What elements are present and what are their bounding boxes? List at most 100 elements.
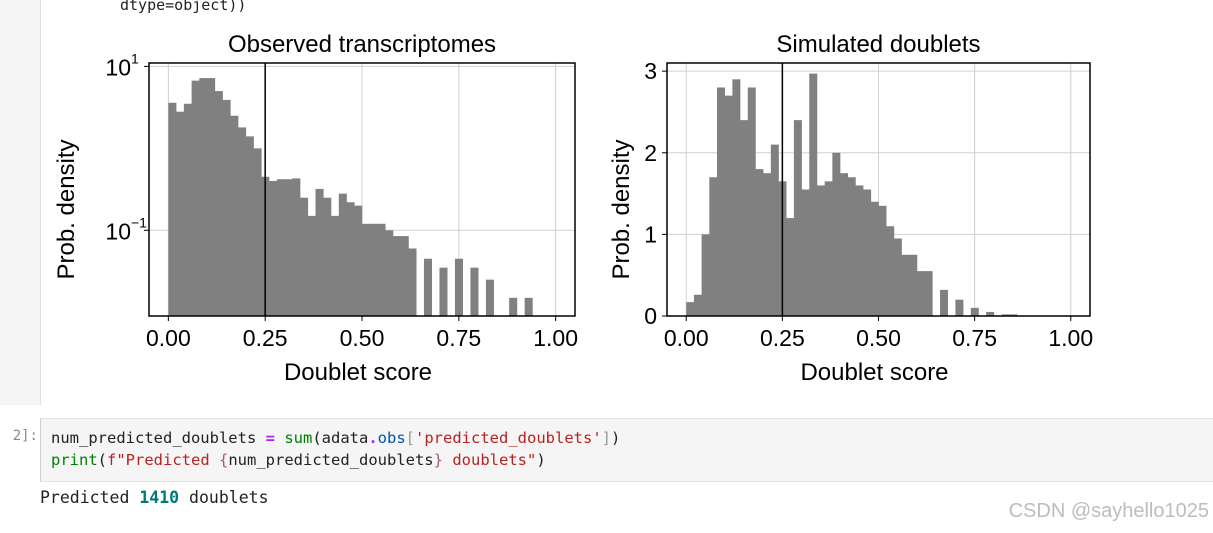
y-tick-label: 10	[105, 54, 131, 80]
bar	[878, 205, 887, 316]
code-op-assign: =	[256, 429, 285, 447]
bar	[323, 197, 332, 316]
code-var: num_predicted_doublets	[51, 429, 257, 447]
bar	[183, 103, 192, 316]
bar	[238, 127, 247, 317]
chart-title: Observed transcriptomes	[228, 31, 496, 58]
bar	[369, 223, 378, 316]
code-dot: .	[368, 429, 378, 447]
bar	[524, 297, 533, 316]
chart-2: 0.00 0.25 0.50 0.75 1.00 0 1 2 3 Simulated double…	[608, 31, 1093, 386]
x-tick-label: 0.50	[340, 325, 385, 351]
watermark: CSDN @sayhello1025	[1008, 500, 1209, 522]
code-bracket-open: [	[405, 429, 416, 447]
chart-title: Simulated doublets	[776, 31, 980, 58]
bar	[176, 111, 185, 316]
output-suffix: doublets	[179, 488, 269, 507]
code-bracket-close: ]	[601, 429, 611, 447]
bar	[893, 238, 902, 316]
bar	[307, 215, 316, 316]
bar	[716, 87, 725, 316]
y-axis-label: Prob. density	[608, 139, 635, 279]
x-tick-label: 0.75	[436, 325, 481, 351]
bar	[439, 267, 448, 316]
code-brace-open: {	[219, 451, 229, 469]
bar	[809, 73, 818, 316]
bar	[292, 178, 301, 316]
bar	[315, 188, 324, 316]
code-cell[interactable]: num_predicted_doublets = sum(adata.obs['…	[40, 418, 1213, 482]
bar	[470, 267, 479, 316]
bar	[724, 95, 733, 316]
bar	[847, 177, 856, 316]
bar	[207, 78, 216, 316]
bar	[485, 279, 494, 316]
bar	[253, 148, 262, 316]
bar	[338, 193, 347, 316]
bar	[245, 136, 254, 316]
bar	[168, 102, 177, 317]
bar	[199, 78, 208, 316]
output-count: 1410	[139, 488, 180, 507]
bar	[362, 223, 371, 316]
bar	[770, 144, 779, 316]
bar	[269, 180, 278, 316]
code-paren-open: (	[312, 429, 322, 447]
truncated-output: dtype=object))	[120, 0, 247, 14]
bar	[886, 226, 895, 316]
code-fn-print: print	[51, 451, 98, 469]
x-tick-label: 0.00	[146, 325, 191, 351]
bar	[801, 189, 810, 316]
y-tick-label: 2	[644, 140, 657, 166]
bar	[732, 79, 741, 316]
bar	[214, 91, 223, 316]
bar	[222, 99, 231, 317]
bar	[284, 179, 293, 316]
code-fstring-end: doublets"	[443, 451, 537, 469]
bar	[863, 189, 872, 316]
bar	[377, 223, 386, 316]
x-tick-label: 0.00	[664, 325, 709, 351]
code-attr: obs	[377, 429, 406, 447]
x-axis-label: Doublet score	[800, 359, 948, 386]
bar	[230, 115, 239, 316]
bar	[331, 215, 340, 316]
x-axis-label: Doublet score	[284, 359, 432, 386]
cell-gutter	[0, 0, 41, 405]
bar	[276, 179, 285, 316]
bar	[832, 152, 841, 316]
bar	[385, 230, 394, 316]
bar	[423, 258, 433, 316]
bar	[686, 302, 695, 316]
bar	[300, 197, 309, 316]
bar	[392, 236, 402, 316]
bar	[970, 307, 979, 316]
y-axis-label: Prob. density	[53, 139, 80, 279]
bar	[740, 120, 749, 317]
bar	[755, 169, 764, 316]
code-interp-var: num_predicted_doublets	[228, 451, 434, 469]
code-fn-sum: sum	[284, 429, 313, 447]
bar	[816, 185, 825, 316]
bar	[454, 258, 463, 316]
bar	[1009, 314, 1018, 316]
bar	[793, 120, 802, 317]
code-line-2: print(f"Predicted {num_predicted_doublet…	[51, 449, 1203, 471]
bar	[191, 80, 200, 316]
bar	[855, 185, 864, 316]
y-tick-exponent: −1	[131, 214, 147, 230]
bar	[840, 173, 849, 316]
code-string-key: 'predicted_doublets'	[415, 429, 602, 447]
bar	[701, 234, 710, 316]
y-tick-exponent: 1	[131, 50, 139, 66]
bar	[824, 181, 833, 316]
cell-prompt: 2]:	[12, 428, 38, 444]
code-paren-open: (	[97, 451, 108, 469]
code-obj: adata	[321, 429, 369, 447]
y-tick-label: 3	[644, 58, 657, 84]
bar	[955, 299, 964, 316]
bar	[870, 201, 879, 316]
bar	[354, 205, 363, 316]
code-line-1: num_predicted_doublets = sum(adata.obs['…	[51, 427, 1203, 449]
